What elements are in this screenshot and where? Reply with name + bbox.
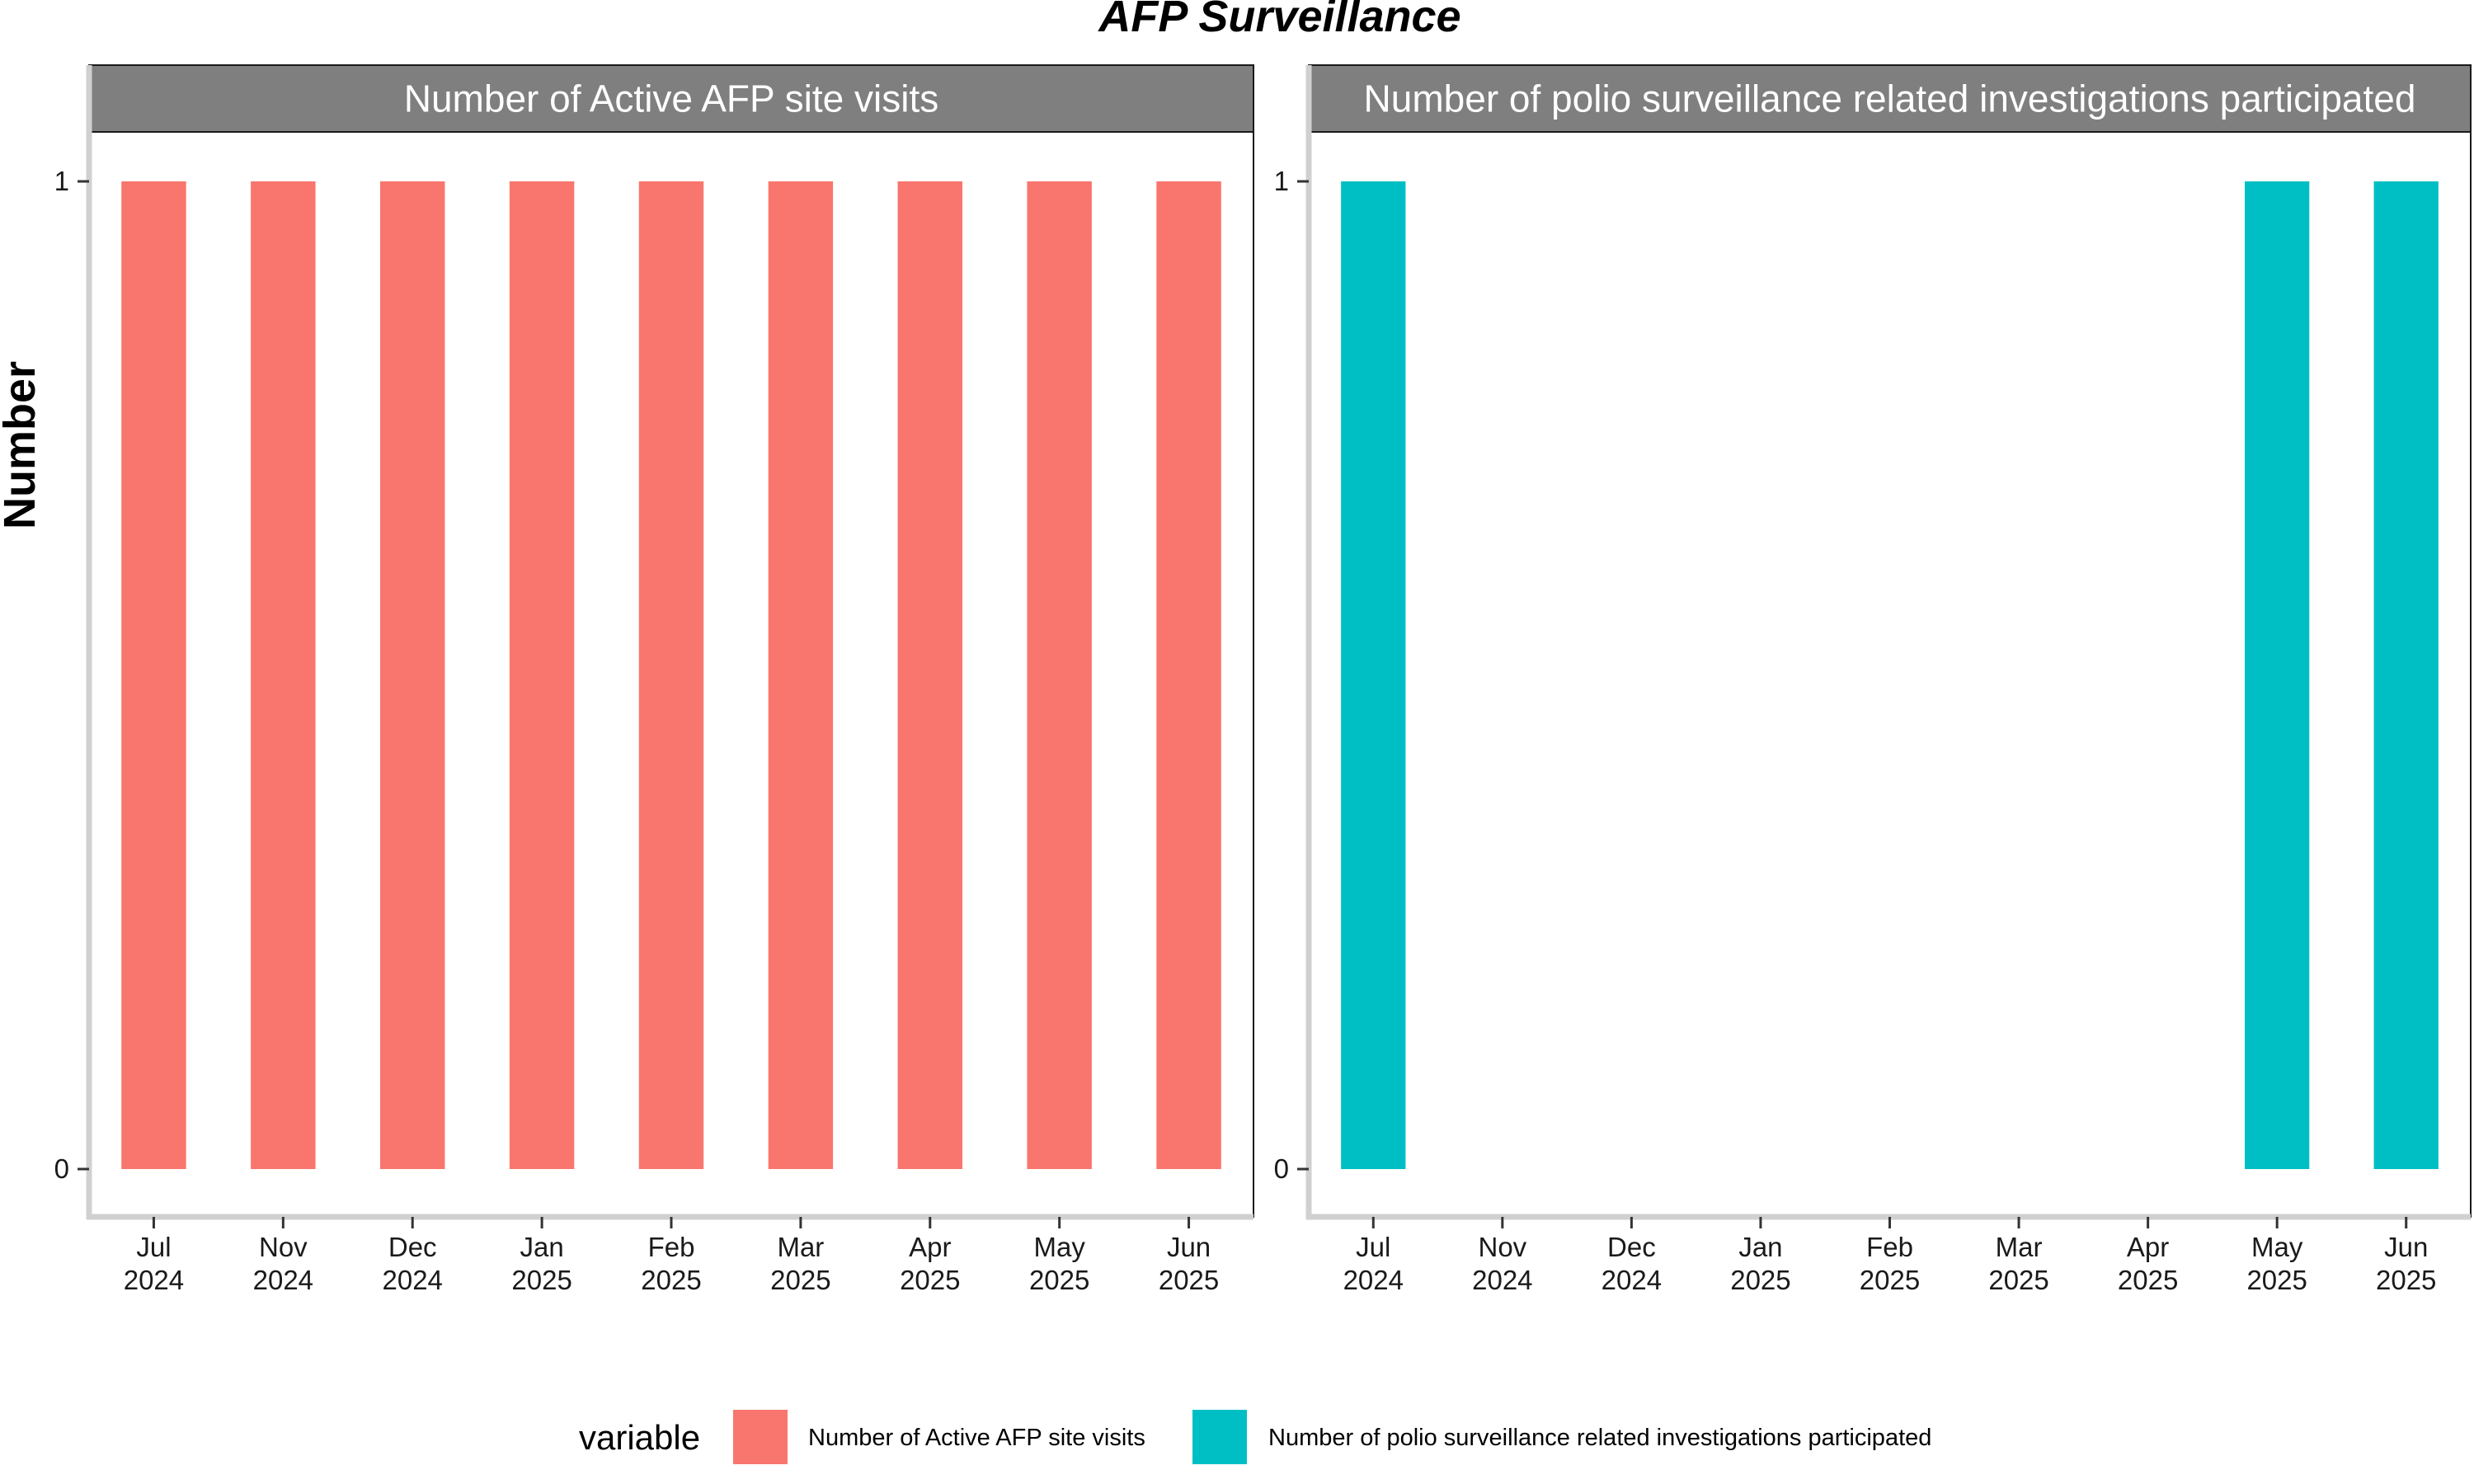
- bar-1-may-2025: [1027, 181, 1092, 1169]
- x-tick-label-year: 2025: [770, 1265, 830, 1295]
- x-tick-label-month: Jun: [2384, 1232, 2428, 1262]
- x-tick-label-month: Nov: [259, 1232, 308, 1262]
- x-tick-label-year: 2025: [1029, 1265, 1089, 1295]
- x-tick-label-month: Nov: [1478, 1232, 1526, 1262]
- bar-1-jan-2025: [509, 181, 575, 1169]
- x-tick-label-month: May: [2251, 1232, 2303, 1262]
- bar-1-jul-2024: [121, 181, 186, 1169]
- legend-key-2: [1192, 1410, 1247, 1464]
- x-tick-label-month: Dec: [388, 1232, 437, 1262]
- x-tick-label-month: Apr: [2127, 1232, 2169, 1262]
- y-tick-label: 0: [54, 1153, 69, 1184]
- x-tick-label-month: Apr: [909, 1232, 951, 1262]
- legend: variable Number of Active AFP site visits…: [579, 1410, 1931, 1464]
- x-tick-label-year: 2025: [1730, 1265, 1790, 1295]
- bar-1-jun-2025: [1156, 181, 1221, 1169]
- facet-strip-label-1: Number of Active AFP site visits: [404, 77, 939, 120]
- x-tick-label-month: Jun: [1167, 1232, 1211, 1262]
- bar-2-jul-2024: [1341, 181, 1406, 1169]
- x-tick-label-month: Mar: [1996, 1232, 2043, 1262]
- x-tick-label-year: 2025: [1159, 1265, 1219, 1295]
- facet-panels: Number of Active AFP site visits01Jul202…: [54, 64, 2472, 1295]
- x-tick-label-year: 2024: [124, 1265, 184, 1295]
- bar-1-dec-2024: [380, 181, 445, 1169]
- y-axis-label: Number: [0, 361, 45, 529]
- x-tick-label-month: May: [1033, 1232, 1085, 1262]
- x-tick-label-month: Jul: [136, 1232, 171, 1262]
- x-tick-label-year: 2024: [1472, 1265, 1532, 1295]
- y-tick-label: 1: [54, 166, 69, 196]
- facet-strip-label-2: Number of polio surveillance related inv…: [1364, 77, 2416, 120]
- facet-panel-2: Number of polio surveillance related inv…: [1274, 64, 2472, 1295]
- x-tick-label-year: 2025: [2376, 1265, 2436, 1295]
- x-tick-label-year: 2024: [253, 1265, 313, 1295]
- x-tick-label-month: Feb: [648, 1232, 695, 1262]
- y-tick-label: 1: [1274, 166, 1289, 196]
- x-tick-label-month: Mar: [777, 1232, 824, 1262]
- x-tick-label-year: 2024: [383, 1265, 443, 1295]
- bar-2-jun-2025: [2373, 181, 2439, 1169]
- x-tick-label-year: 2025: [900, 1265, 960, 1295]
- chart-title: AFP Surveillance: [1097, 0, 1460, 41]
- facet-strip-1: [88, 64, 1254, 133]
- y-tick-label: 0: [1274, 1153, 1289, 1184]
- bar-1-apr-2025: [897, 181, 962, 1169]
- x-tick-label-month: Jul: [1356, 1232, 1390, 1262]
- x-tick-label-month: Jan: [520, 1232, 564, 1262]
- bar-1-feb-2025: [638, 181, 704, 1169]
- x-tick-label-year: 2025: [1860, 1265, 1920, 1295]
- legend-key-1: [733, 1410, 788, 1464]
- bar-1-mar-2025: [768, 181, 834, 1169]
- x-tick-label-month: Dec: [1607, 1232, 1656, 1262]
- x-tick-label-year: 2025: [511, 1265, 571, 1295]
- x-tick-label-year: 2025: [641, 1265, 701, 1295]
- x-tick-label-year: 2024: [1343, 1265, 1404, 1295]
- x-tick-label-month: Feb: [1866, 1232, 1913, 1262]
- x-tick-label-year: 2024: [1602, 1265, 1662, 1295]
- legend-label-1: Number of Active AFP site visits: [808, 1425, 1145, 1451]
- bar-2-may-2025: [2245, 181, 2310, 1169]
- facet-panel-1: Number of Active AFP site visits01Jul202…: [54, 64, 1254, 1295]
- legend-label-2: Number of polio surveillance related inv…: [1268, 1425, 1931, 1451]
- x-tick-label-year: 2025: [2246, 1265, 2307, 1295]
- legend-title: variable: [579, 1418, 700, 1457]
- x-tick-label-month: Jan: [1738, 1232, 1782, 1262]
- x-tick-label-year: 2025: [2118, 1265, 2178, 1295]
- bar-1-nov-2024: [251, 181, 316, 1169]
- x-tick-label-year: 2025: [1988, 1265, 2048, 1295]
